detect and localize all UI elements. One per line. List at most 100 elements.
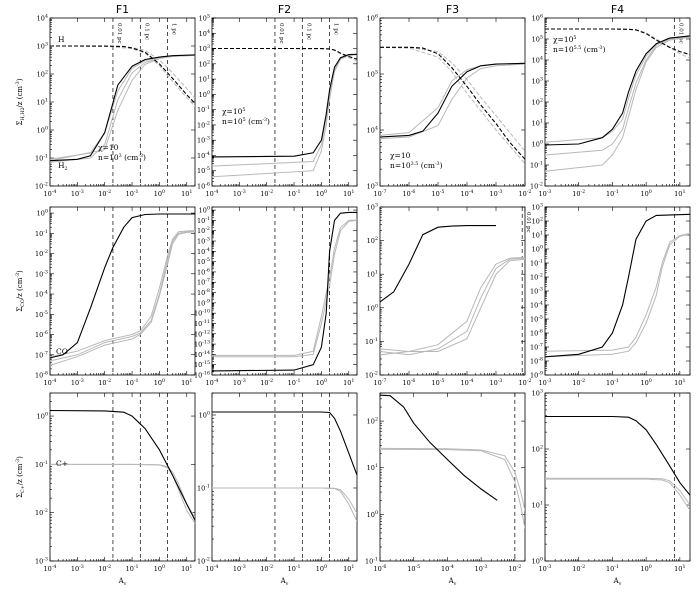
- x-tick-label: 10-2​: [572, 378, 585, 387]
- y-tick-label: 10-3​: [35, 557, 48, 566]
- y-tick-label: 10-6​: [197, 182, 210, 191]
- scale-marker-label: 0.1 pc: [305, 23, 311, 40]
- y-tick-label: 102​: [37, 70, 48, 79]
- panel-annotation: C+: [56, 459, 68, 468]
- y-tick-label: 106​: [532, 14, 543, 23]
- series-line: [380, 447, 525, 511]
- y-tick-label: 102​: [367, 417, 378, 426]
- y-tick-label: 10-2​: [197, 226, 210, 235]
- y-tick-label: 10-1​: [365, 557, 378, 566]
- series-line: [545, 36, 690, 156]
- scale-marker-label: 1 pc: [171, 23, 177, 35]
- y-tick-label: 102​: [199, 59, 210, 68]
- series-line: [50, 229, 195, 358]
- y-tick-label: 10-4​: [197, 247, 210, 256]
- panel-frame: [211, 392, 358, 562]
- y-tick-label: 100​: [367, 510, 378, 519]
- y-tick-label: 100​: [37, 126, 48, 135]
- x-tick-label: 10-1​: [606, 189, 619, 198]
- x-tick-label: 10-2​: [519, 378, 532, 387]
- y-tick-label: 103​: [532, 389, 543, 398]
- y-tick-label: 10-1​: [365, 337, 378, 346]
- y-tick-label: 10-6​: [530, 329, 543, 338]
- panel-frame: [544, 392, 691, 562]
- panel-frame: [211, 206, 358, 376]
- x-tick-label: 100​: [640, 378, 651, 387]
- y-tick-label: 10-2​: [530, 182, 543, 191]
- y-tick-label: 10-2​: [35, 249, 48, 258]
- series-line: [545, 233, 690, 358]
- x-tick-label: 10-1​: [288, 378, 301, 387]
- x-tick-label: 101​: [343, 189, 354, 198]
- series-line: [50, 45, 195, 104]
- x-tick-label: 10-2​: [260, 564, 273, 573]
- panel-annotation: χ=10: [98, 143, 119, 152]
- y-tick-label: 10-8​: [197, 288, 210, 297]
- x-tick-label: 10-1​: [288, 564, 301, 573]
- x-tick-label: 10-3​: [490, 378, 503, 387]
- y-tick-label: 10-3​: [197, 237, 210, 246]
- series-line: [50, 409, 195, 521]
- y-tick-label: 100​: [199, 410, 210, 419]
- series-line: [380, 448, 525, 529]
- x-tick-label: 10-3​: [71, 189, 84, 198]
- y-tick-label: 103​: [199, 44, 210, 53]
- x-tick-label: 10-3​: [233, 189, 246, 198]
- series-line: [380, 257, 525, 356]
- scale-marker-label: 0.01 pc: [525, 212, 531, 233]
- y-tick-label: 10-7​: [530, 343, 543, 352]
- y-tick-label: 104​: [367, 126, 378, 135]
- y-tick-label: 10-2​: [530, 273, 543, 282]
- y-tick-label: 101​: [199, 75, 210, 84]
- x-tick-label: 10-2​: [572, 564, 585, 573]
- x-tick-label: 100​: [316, 378, 327, 387]
- panel-frame: [379, 206, 526, 376]
- panel-f4-h: 10-3​10-2​10-1​100​101​10-2​10-1​100​101…: [530, 14, 691, 198]
- series-line: [545, 28, 690, 56]
- y-tick-label: 10-13​: [194, 340, 210, 349]
- x-tick-label: 10-1​: [606, 564, 619, 573]
- series-line: [212, 219, 357, 356]
- x-tick-label: 100​: [316, 189, 327, 198]
- x-tick-label: 10-4​: [44, 564, 57, 573]
- x-tick-label: 101​: [674, 189, 685, 198]
- y-tick-label: 103​: [367, 182, 378, 191]
- series-line: [545, 477, 690, 506]
- y-tick-label: 10-14​: [194, 350, 210, 359]
- y-tick-label: 10-4​: [35, 290, 48, 299]
- y-axis-label: ΣC+​/z (cm-3​): [15, 456, 26, 498]
- x-tick-label: 10-6​: [403, 189, 416, 198]
- column-title-f2: F2: [278, 3, 291, 16]
- y-tick-label: 10-7​: [35, 350, 48, 359]
- x-tick-label: 101​: [343, 564, 354, 573]
- y-tick-label: 101​: [37, 98, 48, 107]
- y-tick-label: 10-5​: [197, 166, 210, 175]
- y-tick-label: 100​: [37, 412, 48, 421]
- x-tick-label: 10-2​: [98, 189, 111, 198]
- series-line: [545, 232, 690, 352]
- y-tick-label: 102​: [532, 98, 543, 107]
- panel-f1-co: 10-4​ 10-3​ 10-2​ 10-1​ 100​ 101​ 10-8​ 10-7​ 10…: [15, 206, 196, 387]
- series-line: [545, 213, 690, 358]
- y-tick-label: 10-6​: [197, 267, 210, 276]
- y-tick-label: 10-5​: [197, 257, 210, 266]
- y-tick-label: 10-2​: [197, 557, 210, 566]
- series-line: [545, 415, 690, 496]
- panel-annotation: n=103​ (cm-3​): [98, 153, 146, 162]
- x-tick-label: 10-2​: [519, 189, 532, 198]
- y-tick-label: 10-7​: [197, 278, 210, 287]
- series-line: [380, 225, 496, 303]
- panel-frame: [544, 206, 691, 376]
- x-tick-label: 101​: [181, 189, 192, 198]
- y-tick-label: 100​: [532, 140, 543, 149]
- x-tick-label: 10-4​: [461, 189, 474, 198]
- y-tick-label: 101​: [532, 501, 543, 510]
- y-tick-label: 102​: [532, 445, 543, 454]
- y-tick-label: 100​: [367, 303, 378, 312]
- panel-annotation: n=105.5​ (cm-3​): [553, 45, 606, 54]
- y-axis-label: ΣH,H2​/z (cm-3​): [15, 78, 26, 125]
- x-tick-label: 10-2​: [260, 189, 273, 198]
- panel-f4-co: 10-3​ 10-2​ 10-1​ 100​ 101​ 10-9​ 10-8​ 10-7​ 10…: [530, 203, 691, 387]
- panel-f3-cplus: 10-6​ 10-5​ 10-4​ 10-3​ 10-2​ 10-1​ 100​ 101​ 10…: [365, 392, 526, 587]
- y-tick-label: 10-16​: [194, 371, 210, 380]
